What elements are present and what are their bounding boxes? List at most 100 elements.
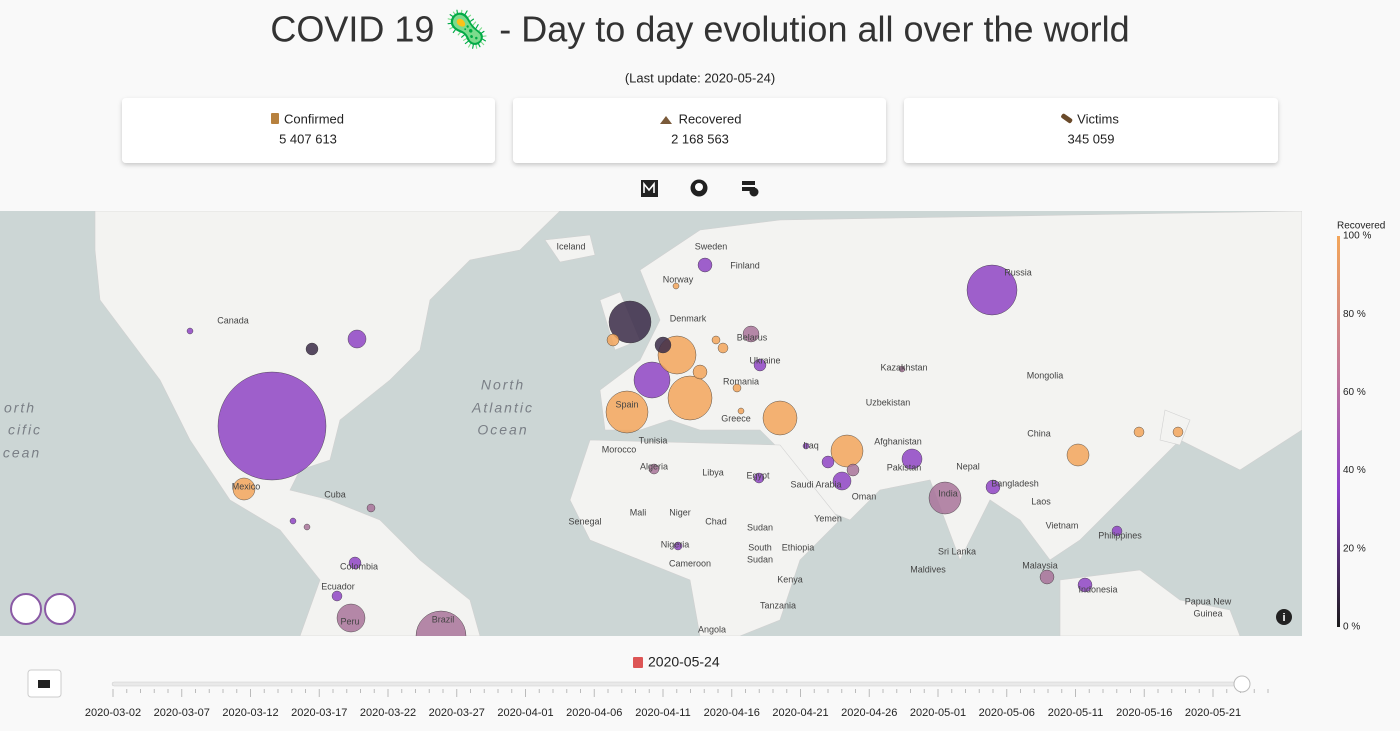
bubble [673, 541, 683, 551]
bubble [289, 517, 297, 525]
country-label: Oman [852, 491, 877, 501]
country-label: Nepal [956, 461, 980, 471]
bubble [331, 590, 343, 602]
map-control[interactable] [44, 593, 76, 625]
bubble [753, 358, 767, 372]
colorbar-tick-label: 0 % [1343, 622, 1360, 633]
bubble [717, 342, 729, 354]
country-label: Mongolia [1027, 370, 1064, 380]
country-label: Mali [630, 507, 647, 517]
bubble [1133, 426, 1145, 438]
country-label: China [1027, 428, 1051, 438]
country-label: Philippines [1098, 530, 1142, 540]
country-label: Libya [702, 467, 724, 477]
colorbar-tick-label: 100 % [1343, 231, 1371, 242]
country-label: Ukraine [749, 355, 780, 365]
slider-tick-label: 2020-03-17 [291, 707, 347, 719]
slider-tick-label: 2020-05-21 [1185, 707, 1241, 719]
country-label: Belarus [737, 332, 768, 342]
info-button[interactable] [1276, 609, 1292, 625]
bubble [348, 556, 362, 570]
bubble [732, 383, 742, 393]
slider-thumb[interactable] [1233, 675, 1251, 693]
icon [1061, 113, 1073, 124]
country-label: Finland [730, 260, 760, 270]
calendar-icon [633, 657, 643, 668]
country-label: Romania [723, 376, 759, 386]
colorbar-gradient [1337, 236, 1340, 627]
country-label: Ecuador [321, 581, 355, 591]
country-label: Peru [340, 616, 359, 626]
country-label: Denmark [670, 313, 707, 323]
bubble [898, 365, 906, 373]
country-label: Sri Lanka [938, 546, 976, 556]
colorbar-title: Recovered [1337, 221, 1385, 232]
bubble [697, 257, 713, 273]
country-label: Vietnam [1046, 520, 1079, 530]
country-label: Kazakhstan [880, 362, 927, 372]
country-label: Cuba [324, 489, 346, 499]
slider-tick-label: 2020-04-11 [635, 707, 690, 719]
country-label: Iceland [556, 241, 585, 251]
bubble [648, 463, 660, 475]
slider-tick-label: 2020-04-16 [704, 707, 760, 719]
slider-track [111, 681, 1243, 687]
bubble [1066, 443, 1090, 467]
country-label: Maldives [910, 564, 946, 574]
country-label: Sweden [695, 241, 728, 251]
bubble [217, 371, 327, 481]
bubble [737, 407, 745, 415]
ocean-label: Ocean [477, 422, 528, 438]
country-label: Ethiopia [782, 542, 815, 552]
bubble [846, 463, 860, 477]
bubble [347, 329, 367, 349]
country-label: Indonesia [1078, 584, 1117, 594]
country-label: South [748, 542, 772, 552]
country-label: Tanzania [760, 600, 796, 610]
country-label: Malaysia [1022, 560, 1058, 570]
links [641, 179, 759, 197]
card-label: Victims [1077, 111, 1119, 126]
slider-tick-label: 2020-03-12 [222, 707, 278, 719]
bubble [692, 364, 708, 380]
map-control[interactable] [10, 593, 42, 625]
slider-tick-label: 2020-04-26 [841, 707, 897, 719]
country-label: Sudan [747, 554, 773, 564]
country-label: Tunisia [639, 435, 668, 445]
colorbar-tick-label: 60 % [1343, 387, 1366, 398]
colorbar-tick-label: 40 % [1343, 465, 1366, 476]
slider-tick-label: 2020-03-07 [154, 707, 210, 719]
bubble [762, 400, 798, 436]
country-label: Algeria [640, 461, 668, 471]
country-label: Angola [698, 624, 726, 634]
bubble [608, 300, 652, 344]
country-label: Brazil [432, 614, 455, 624]
slider-tick-label: 2020-04-01 [497, 707, 553, 719]
bubble [966, 264, 1018, 316]
data-link[interactable] [742, 181, 755, 185]
country-label: Russia [1004, 267, 1032, 277]
country-label: Spain [615, 399, 638, 409]
bubble [832, 471, 852, 491]
country-label: Egypt [746, 470, 770, 480]
slider-tick-label: 2020-05-01 [910, 707, 966, 719]
bubble [654, 336, 672, 354]
country-label: Sudan [747, 522, 773, 532]
slider-tick-label: 2020-05-16 [1116, 707, 1172, 719]
card-value: 345 059 [1068, 131, 1115, 146]
bubble [303, 523, 311, 531]
bubble [985, 479, 1001, 495]
colorbar-tick-label: 20 % [1343, 543, 1366, 554]
country-label: Cameroon [669, 558, 711, 568]
country-label: Morocco [602, 444, 637, 454]
bubble [186, 327, 194, 335]
country-label: Kenya [777, 574, 803, 584]
bubble [232, 477, 256, 501]
country-label: Niger [669, 507, 691, 517]
card-label: Confirmed [284, 111, 344, 126]
bubble [672, 282, 680, 290]
title: COVID 19 🦠 - Day to day evolution all ov… [270, 9, 1129, 50]
bubble [901, 448, 923, 470]
country-label: Senegal [568, 516, 601, 526]
